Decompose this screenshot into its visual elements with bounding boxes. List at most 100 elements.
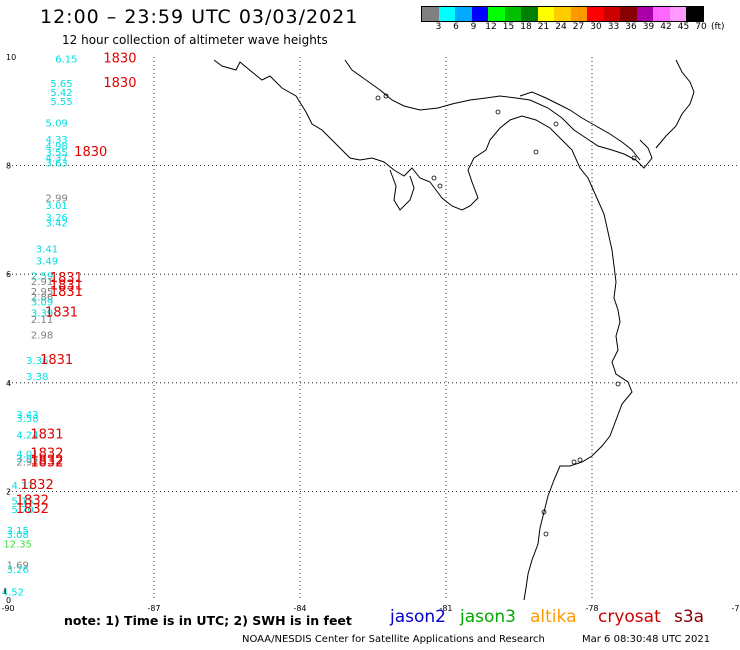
- time-label: 1831: [50, 285, 83, 300]
- x-tick-label: -75: [731, 604, 740, 613]
- colorbar-label: 12: [485, 22, 497, 32]
- wave-height-label: 2.95: [31, 287, 53, 298]
- colorbar-label: 45: [677, 22, 690, 32]
- wave-height-label: 3.08: [7, 530, 29, 541]
- island: [571, 459, 577, 465]
- colorbar-labels: 3 6 9 12 15 18 21 24 27 30 33 36 39 42 45 70 (ft): [421, 22, 740, 34]
- time-label: 1832: [21, 478, 54, 493]
- wave-height-label: 3.38: [26, 372, 48, 383]
- wave-height-label: 3.49: [36, 256, 58, 267]
- coastline-segment: [519, 91, 641, 161]
- x-tick-label: -84: [293, 604, 306, 613]
- time-label: 1832: [30, 453, 63, 468]
- wave-height-label: 3.41: [36, 244, 58, 255]
- time-label: 1830: [74, 145, 107, 160]
- colorbar-label: 18: [520, 22, 532, 32]
- coastline-segment: [389, 169, 415, 211]
- wave-height-label: 3.42: [46, 218, 68, 229]
- legend-s3a: s3a: [674, 607, 705, 627]
- wave-height-label: 2.98: [31, 330, 53, 341]
- colorbar-label: 24: [555, 22, 567, 32]
- page-title: 12:00 – 23:59 UTC 03/03/2021: [40, 6, 359, 28]
- wave-height-label: 5.65: [50, 79, 72, 90]
- y-tick-label: 2: [6, 487, 11, 496]
- wave-height-label: 4.33: [46, 135, 68, 146]
- colorbar-label: 39: [642, 22, 655, 32]
- legend-jason2: jason2: [390, 607, 446, 627]
- wave-height-label: 6.15: [55, 54, 77, 65]
- wave-height-label: 5.15: [11, 496, 33, 507]
- colorbar-swatch: [686, 7, 703, 21]
- wave-height-colorbar: [421, 6, 704, 22]
- wave-height-label: 4.52: [2, 588, 24, 599]
- axis-ticks: -90 -87 -84 -81 -78 -75 0 2 4 6 8 10: [1, 53, 740, 613]
- map-grid: [8, 57, 738, 600]
- colorbar-label: 42: [660, 22, 672, 32]
- wave-height-label: 5.70: [11, 505, 33, 516]
- wave-height-label: 3.91: [16, 454, 38, 465]
- colorbar-swatch: [653, 7, 670, 21]
- colorbar-label: 21: [537, 22, 550, 32]
- wave-height-label: 3.01: [46, 201, 68, 212]
- wave-height-label: 4.98: [46, 141, 68, 152]
- wave-height-label: 4.37: [46, 153, 68, 164]
- island: [631, 155, 637, 161]
- wave-height-label: 2.86: [31, 292, 53, 303]
- time-label: 1830: [103, 51, 136, 66]
- colorbar-label: 70: [695, 22, 707, 32]
- legend-cryosat: cryosat: [598, 607, 661, 627]
- island: [533, 149, 539, 155]
- legend-altika: altika: [530, 607, 577, 627]
- wave-height-label: 5.42: [50, 88, 72, 99]
- wave-height-label: 4.24: [16, 431, 38, 442]
- colorbar-swatch: [570, 7, 587, 21]
- y-tick-label: 6: [6, 270, 11, 279]
- time-label: 1832: [16, 502, 49, 517]
- colorbar-label: 30: [590, 22, 602, 32]
- page-subtitle: 12 hour collection of altimeter wave hei…: [62, 33, 328, 47]
- time-labels: 1830183018301831183118311831183118311832…: [16, 51, 137, 517]
- colorbar-swatch: [620, 7, 637, 21]
- island: [553, 121, 559, 127]
- time-label: 1830: [103, 76, 136, 91]
- colorbar-label: 6: [453, 22, 459, 32]
- credit-line: NOAA/NESDIS Center for Satellite Applica…: [242, 634, 545, 645]
- wave-height-label: 3.58: [16, 414, 38, 425]
- island: [437, 183, 443, 189]
- wave-height-label: 1.69: [7, 561, 29, 572]
- wave-height-label: 2.11: [31, 315, 53, 326]
- colorbar-swatch: [455, 7, 472, 21]
- y-tick-label: 8: [6, 162, 11, 171]
- wave-height-label: 12.35: [3, 539, 32, 550]
- legend-jason3: jason3: [460, 607, 516, 627]
- generated-timestamp: Mar 6 08:30:48 UTC 2021: [582, 634, 711, 645]
- colorbar-swatch: [422, 7, 439, 21]
- island: [543, 531, 549, 537]
- island: [495, 109, 501, 115]
- time-label: 1831: [40, 353, 73, 368]
- coastline: [213, 59, 695, 601]
- coastline-segment: [655, 59, 695, 149]
- island: [541, 509, 547, 515]
- colorbar-label: 3: [435, 22, 442, 32]
- colorbar-label: 33: [607, 22, 620, 32]
- colorbar-swatch: [438, 7, 455, 21]
- colorbar-label: 27: [572, 22, 585, 32]
- wave-height-label: 2.59: [31, 272, 53, 283]
- colorbar-swatch: [537, 7, 554, 21]
- y-tick-label: 0: [6, 596, 11, 605]
- colorbar-swatch: [471, 7, 488, 21]
- wave-height-label: 5.55: [50, 97, 72, 108]
- colorbar-swatch: [504, 7, 521, 21]
- wave-height-label: 2.97: [16, 457, 38, 468]
- wave-height-label: 3.15: [7, 526, 29, 537]
- y-tick-label: 4: [6, 379, 11, 388]
- colorbar-unit: (ft): [711, 22, 725, 32]
- time-label: 1831: [50, 271, 83, 286]
- wave-height-label: 3.09: [31, 298, 53, 309]
- wave-height-label: 4.01: [16, 450, 38, 461]
- colorbar-label: 15: [502, 22, 515, 32]
- colorbar-swatch: [488, 7, 505, 21]
- island: [577, 457, 583, 463]
